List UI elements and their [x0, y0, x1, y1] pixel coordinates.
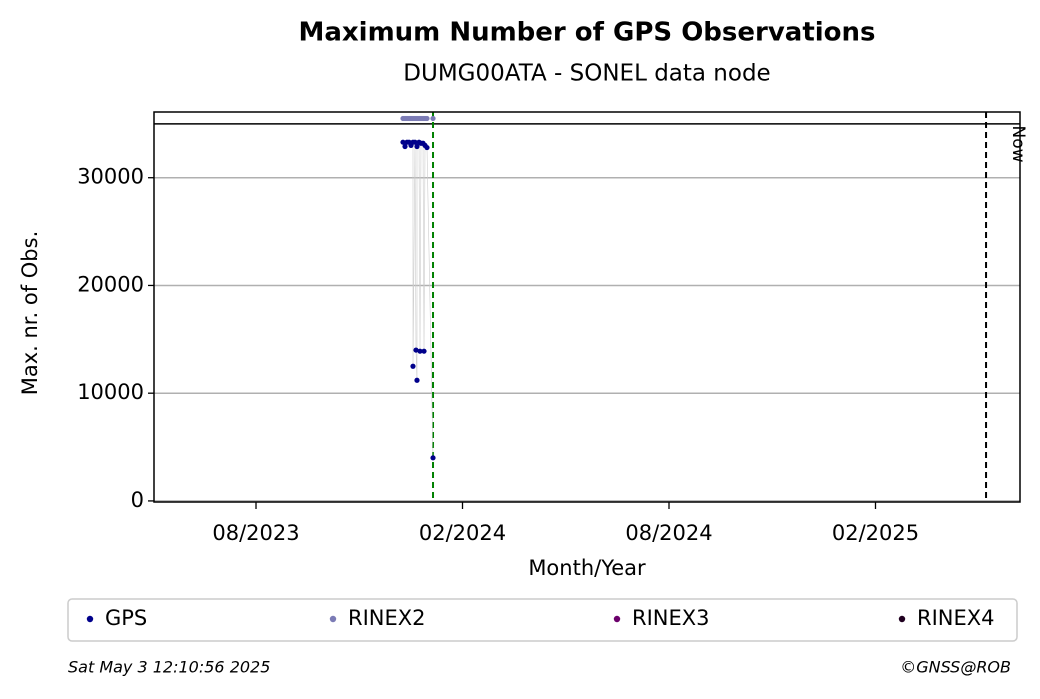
legend-box	[67, 598, 1018, 642]
data-point	[413, 347, 419, 353]
data-point	[412, 139, 418, 145]
data-point	[402, 143, 408, 150]
legend-marker	[329, 615, 337, 623]
y-tick-label: 10000	[77, 380, 144, 404]
legend-marker	[613, 615, 621, 623]
chart-title: Maximum Number of GPS Observations	[298, 18, 875, 48]
x-tick-label: 08/2023	[212, 521, 299, 545]
plot-frame	[153, 111, 1021, 503]
y-axis-label: Max. nr. of Obs.	[18, 231, 42, 396]
data-point	[430, 455, 436, 461]
x-axis-label: Month/Year	[528, 556, 646, 580]
now-label: Now	[1008, 125, 1028, 162]
y-tick-label: 0	[131, 488, 144, 512]
data-point	[424, 115, 430, 122]
legend-label: RINEX2	[348, 606, 426, 630]
legend-marker	[898, 615, 906, 623]
y-tick-label: 20000	[77, 272, 144, 296]
data-point	[414, 143, 420, 150]
series-line	[402, 141, 434, 458]
data-point	[400, 139, 406, 145]
data-point	[410, 363, 416, 369]
y-tick-label: 30000	[77, 165, 144, 189]
data-point	[424, 144, 430, 151]
footer-credit: ©GNSS@ROB	[900, 658, 1011, 677]
x-tick-label: 02/2025	[832, 521, 919, 545]
data-point	[430, 115, 436, 122]
chart-subtitle: DUMG00ATA - SONEL data node	[403, 61, 770, 87]
legend-label: RINEX4	[917, 606, 995, 630]
legend-label: GPS	[105, 606, 147, 630]
x-tick-label: 08/2024	[625, 521, 712, 545]
legend-label: RINEX3	[632, 606, 710, 630]
data-point	[421, 348, 427, 354]
footer-date: Sat May 3 12:10:56 2025	[68, 658, 270, 677]
data-point	[414, 377, 420, 383]
data-point	[417, 348, 423, 354]
legend-marker	[86, 615, 94, 623]
x-tick-label: 02/2024	[419, 521, 506, 545]
